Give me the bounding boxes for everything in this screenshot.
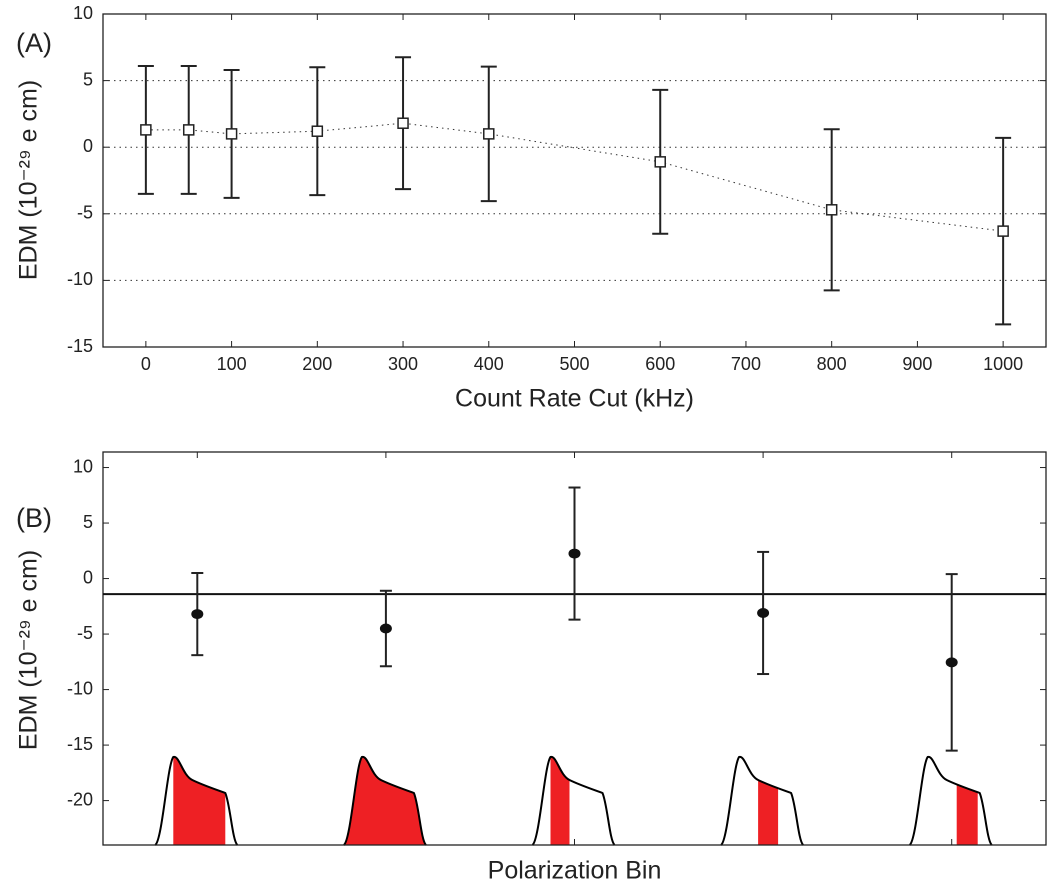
- x-tick-label: 1000: [983, 354, 1023, 374]
- y-tick-label: 0: [83, 136, 93, 156]
- pulse-icon: [720, 755, 804, 846]
- point: [182, 124, 195, 136]
- y-tick-label: -15: [67, 734, 93, 754]
- x-axis-label: Polarization Bin: [488, 857, 662, 885]
- x-tick-label: 800: [817, 354, 847, 374]
- x-tick-label: 500: [559, 354, 589, 374]
- pulse-fill: [550, 756, 570, 845]
- pulse-outline: [531, 755, 616, 846]
- pulse-icon: [154, 755, 239, 846]
- panel-label: (B): [16, 503, 52, 533]
- y-tick-label: 5: [83, 69, 93, 89]
- point: [225, 128, 238, 140]
- y-tick-label: -15: [67, 336, 93, 356]
- y-tick-label: -10: [67, 678, 93, 698]
- x-tick-label: 900: [902, 354, 932, 374]
- point: [654, 156, 666, 168]
- y-tick-label: -10: [67, 269, 93, 289]
- point: [568, 548, 581, 559]
- point: [191, 609, 204, 620]
- point: [311, 125, 324, 137]
- pulse-outline: [154, 755, 239, 846]
- x-axis-label: Count Rate Cut (kHz): [455, 385, 694, 413]
- pulse-icon: [531, 755, 616, 846]
- panel-label: (A): [16, 28, 52, 58]
- y-tick-label: 5: [83, 512, 93, 532]
- y-axis-label: EDM (10⁻²⁹ e cm): [15, 550, 43, 750]
- connect-line: [145, 122, 1004, 232]
- y-tick-label: 10: [73, 3, 93, 23]
- x-tick-label: 300: [388, 354, 418, 374]
- pulse-icon: [908, 755, 993, 846]
- point: [997, 225, 1009, 237]
- pulse-icon: [343, 755, 427, 846]
- pulse-fill: [343, 756, 426, 845]
- y-tick-label: 0: [83, 567, 93, 587]
- pulse-fill: [956, 784, 978, 845]
- point: [945, 657, 958, 668]
- x-tick-label: 600: [645, 354, 675, 374]
- pulse-outline: [720, 755, 804, 846]
- point: [825, 204, 838, 216]
- y-tick-label: -5: [77, 623, 93, 643]
- point: [397, 117, 409, 129]
- pulse-fill: [758, 780, 779, 845]
- pulse-outline: [908, 755, 993, 846]
- y-tick-label: -20: [67, 789, 93, 809]
- y-tick-label: 10: [73, 456, 93, 476]
- point: [757, 607, 770, 618]
- y-tick-label: -5: [77, 203, 93, 223]
- x-tick-label: 400: [474, 354, 504, 374]
- x-tick-label: 0: [141, 354, 151, 374]
- plot-frame: [102, 13, 1047, 348]
- x-tick-label: 100: [217, 354, 247, 374]
- point: [483, 128, 495, 140]
- plot-frame: [102, 451, 1047, 846]
- x-tick-label: 200: [302, 354, 332, 374]
- pulse-outline: [343, 755, 427, 846]
- point: [140, 124, 152, 136]
- x-tick-label: 700: [731, 354, 761, 374]
- pulse-fill: [173, 756, 226, 845]
- point: [379, 623, 392, 634]
- y-axis-label: EDM (10⁻²⁹ e cm): [15, 80, 43, 280]
